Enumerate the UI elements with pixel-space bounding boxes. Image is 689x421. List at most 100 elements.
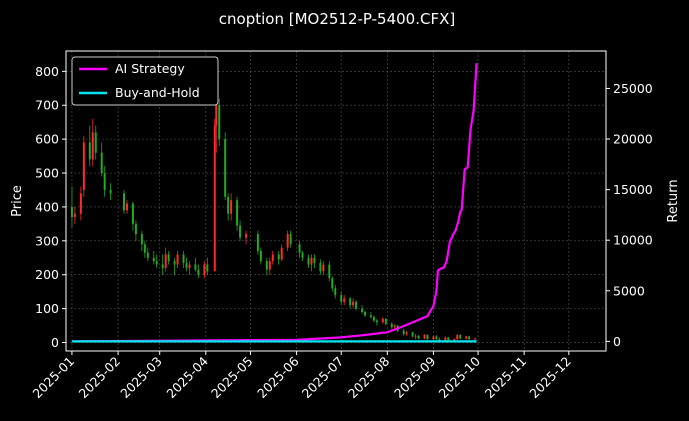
candle-body (230, 200, 233, 214)
y-tick-label-left: 200 (35, 267, 59, 282)
candle-body (355, 301, 358, 309)
candle-body (182, 254, 185, 263)
candle-body (143, 244, 146, 253)
candle-body (384, 318, 387, 324)
candle-body (94, 132, 97, 153)
legend-label-buy-and-hold: Buy-and-Hold (115, 85, 200, 100)
y-tick-label-left: 700 (35, 98, 59, 113)
return-lines (71, 63, 478, 343)
candle-body (164, 254, 167, 268)
candle-body (125, 203, 128, 211)
candle-body (134, 223, 137, 235)
candle-body (411, 332, 414, 337)
candle-body (405, 332, 408, 335)
candle-body (146, 252, 149, 258)
candle-body (313, 257, 316, 263)
candle-body (372, 317, 375, 321)
candle-body (109, 189, 112, 194)
candle-body (79, 193, 82, 214)
candle-body (286, 234, 289, 248)
candle-body (349, 298, 352, 306)
candle-body (185, 262, 188, 268)
y-tick-label-left: 600 (35, 132, 59, 147)
candle-body (123, 193, 126, 211)
candle-body (343, 298, 346, 302)
candle-body (70, 206, 73, 218)
candle-body (161, 264, 164, 268)
candle-body (152, 257, 155, 262)
candle-body (188, 264, 191, 268)
y-tick-label-left: 400 (35, 199, 59, 214)
candle-body (206, 264, 209, 272)
candle-body (280, 247, 283, 260)
candle-body (340, 295, 343, 302)
candle-body (197, 269, 200, 275)
candle-body (268, 261, 271, 270)
candle-body (218, 105, 221, 140)
candle-body (465, 336, 468, 339)
candle-body (215, 105, 218, 126)
candle-body (277, 254, 280, 260)
candle-body (444, 337, 447, 341)
candle-body (100, 152, 103, 174)
plot-frame (65, 50, 607, 352)
legend: AI Strategy Buy-and-Hold (71, 56, 219, 106)
candle-body (393, 325, 396, 328)
candle-body (140, 234, 143, 245)
candle-body (435, 336, 438, 340)
candle-body (307, 257, 310, 265)
candle-body (73, 213, 76, 218)
y-axis-label-left: Price (10, 185, 25, 217)
candle-body (390, 323, 393, 328)
y-tick-label-left: 300 (35, 233, 59, 248)
candle-body (88, 142, 91, 160)
candle-body (328, 264, 331, 279)
y-tick-label-right: 15000 (613, 182, 653, 197)
candle-body (259, 251, 262, 262)
candle-body (468, 336, 471, 340)
candle-body (103, 173, 106, 190)
legend-label-ai-strategy: AI Strategy (115, 61, 185, 76)
candle-body (334, 288, 337, 296)
candle-body (352, 301, 355, 306)
candle-body (245, 234, 247, 238)
candlesticks (70, 64, 477, 342)
candle-body (82, 142, 85, 190)
candle-body (364, 312, 367, 316)
y-tick-label-right: 10000 (613, 233, 653, 248)
candle-body (239, 225, 242, 238)
candle-body (474, 338, 477, 340)
candle-body (322, 264, 325, 272)
candle-body (271, 254, 274, 262)
candle-body (131, 203, 134, 224)
candle-body (361, 308, 364, 313)
candle-body (417, 335, 420, 339)
candle-body (426, 335, 429, 340)
candle-body (213, 125, 216, 272)
candle-body (301, 252, 304, 258)
candle-body (447, 337, 450, 341)
candle-body (310, 257, 313, 265)
series-line-ai-strategy (71, 63, 478, 343)
candle-body (176, 254, 179, 265)
candle-body (298, 244, 301, 253)
candle-body (438, 339, 441, 341)
candle-body (414, 335, 417, 337)
candle-body (155, 261, 158, 265)
y-tick-label-right: 20000 (613, 132, 653, 147)
candle-body (194, 264, 197, 270)
candle-body (227, 196, 230, 214)
legend-box (71, 56, 219, 106)
candle-body (289, 234, 292, 245)
candle-body (423, 335, 426, 339)
candle-body (402, 330, 405, 335)
candle-body (265, 261, 268, 270)
candle-body (236, 200, 239, 226)
chart-title: cnoption [MO2512-P-5400.CFX] (219, 10, 455, 28)
candle-body (375, 320, 378, 323)
candle-body (203, 264, 206, 275)
y-tick-label-right: 5000 (613, 283, 645, 298)
candle-body (381, 318, 384, 323)
candle-body (369, 315, 372, 318)
